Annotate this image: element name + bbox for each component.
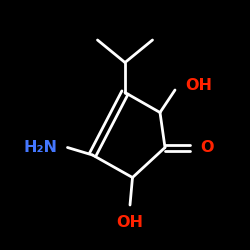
Text: OH: OH: [185, 78, 212, 92]
Text: H₂N: H₂N: [24, 140, 58, 155]
Text: OH: OH: [116, 215, 143, 230]
Text: O: O: [200, 140, 213, 155]
